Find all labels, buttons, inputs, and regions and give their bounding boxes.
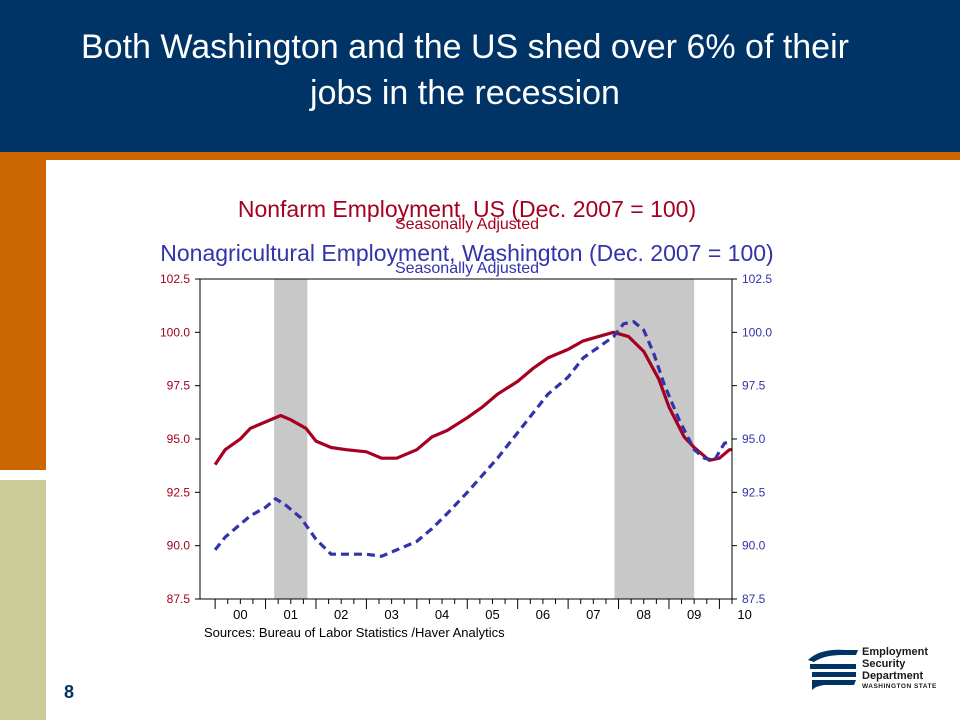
x-tick-label-03: 03 xyxy=(384,607,398,622)
x-tick-label-05: 05 xyxy=(485,607,499,622)
header-accent-strip xyxy=(0,152,960,160)
plot-frame xyxy=(199,278,733,600)
esd-logo: Employment Security Department WASHINGTO… xyxy=(806,644,936,700)
esd-logo-mark-icon xyxy=(808,649,858,690)
slide-title-line1: Both Washington and the US shed over 6% … xyxy=(81,28,849,66)
y-tick-label-left: 95.0 xyxy=(167,432,191,446)
x-tick-label-00: 00 xyxy=(233,607,247,622)
chart-title-us: Nonfarm Employment, US (Dec. 2007 = 100) xyxy=(238,196,696,222)
series-wa-line xyxy=(213,320,733,558)
series-us-line xyxy=(213,330,732,466)
x-tick-label-07: 07 xyxy=(586,607,600,622)
esd-logo-line3: Department xyxy=(862,670,924,682)
recession-shading xyxy=(274,279,695,599)
y-tick-label-left: 90.0 xyxy=(167,539,191,553)
y-axis-right-labels: 102.5 100.0 97.5 95.0 92.5 90.0 87.5 xyxy=(742,272,772,606)
x-tick-label-06: 06 xyxy=(536,607,550,622)
y-tick-label-right: 97.5 xyxy=(742,379,766,393)
page-number: 8 xyxy=(64,682,75,702)
chart-source-note: Sources: Bureau of Labor Statistics /Hav… xyxy=(204,625,505,640)
y-tick-label-left: 87.5 xyxy=(167,592,191,606)
x-tick-label-09: 09 xyxy=(687,607,701,622)
esd-logo-text: Employment Security Department xyxy=(862,646,928,682)
x-tick-label-01: 01 xyxy=(284,607,298,622)
recession-band-2 xyxy=(614,279,695,599)
recession-band-1 xyxy=(274,279,308,599)
y-tick-label-left: 97.5 xyxy=(167,379,191,393)
y-tick-label-left: 100.0 xyxy=(160,325,190,339)
y-tick-label-left: 102.5 xyxy=(160,272,190,286)
series-layer xyxy=(213,320,733,558)
esd-logo-line1: Employment xyxy=(862,646,929,658)
slide-title-line2: jobs in the recession xyxy=(310,74,620,112)
x-tick-label-04: 04 xyxy=(435,607,449,622)
slide-header: Both Washington and the US shed over 6% … xyxy=(0,0,960,152)
side-accent-orange xyxy=(0,160,46,470)
chart-subtitle-wa: Seasonally Adjusted xyxy=(395,260,539,277)
y-tick-label-right: 95.0 xyxy=(742,432,766,446)
axis-ticks xyxy=(195,278,737,609)
x-tick-label-10: 10 xyxy=(737,607,751,622)
x-axis-labels: 00 01 02 03 04 05 06 07 08 09 10 xyxy=(233,607,752,622)
x-tick-label-08: 08 xyxy=(637,607,651,622)
y-tick-label-right: 92.5 xyxy=(742,485,766,499)
esd-logo-line2: Security xyxy=(862,658,906,670)
chart-subtitle-us: Seasonally Adjusted xyxy=(395,216,539,233)
y-tick-label-right: 100.0 xyxy=(742,325,772,339)
chart-title-wa: Nonagricultural Employment, Washington (… xyxy=(160,240,773,266)
side-accent-khaki xyxy=(0,480,46,720)
esd-logo-state: WASHINGTON STATE xyxy=(862,683,937,690)
y-tick-label-right: 102.5 xyxy=(742,272,772,286)
x-tick-label-02: 02 xyxy=(334,607,348,622)
y-axis-left-labels: 102.5 100.0 97.5 95.0 92.5 90.0 87.5 xyxy=(160,272,190,606)
y-tick-label-left: 92.5 xyxy=(167,485,191,499)
y-tick-label-right: 87.5 xyxy=(742,592,766,606)
slide-title: Both Washington and the US shed over 6% … xyxy=(0,24,930,116)
y-tick-label-right: 90.0 xyxy=(742,539,766,553)
